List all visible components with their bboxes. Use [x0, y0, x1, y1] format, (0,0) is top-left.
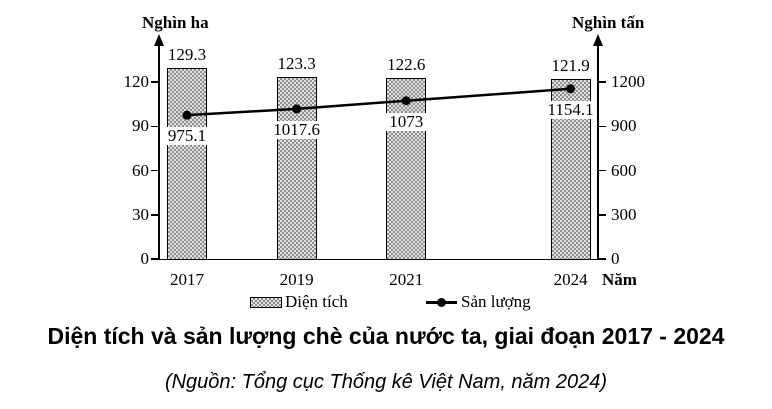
left-axis-tick — [151, 169, 159, 172]
left-axis-tick — [151, 125, 159, 127]
legend-item-area: Diện tích — [250, 292, 348, 311]
production-line — [186, 87, 571, 117]
x-tick-label: 2017 — [170, 270, 204, 289]
right-axis-tick-label: 300 — [611, 204, 637, 224]
right-axis-line — [597, 44, 599, 259]
left-axis-tick — [151, 214, 159, 216]
x-tick-label: 2019 — [279, 270, 314, 289]
line-point-label: 1017.6 — [270, 120, 323, 139]
left-axis-title: Nghìn ha — [142, 13, 209, 32]
left-axis-tick-label: 0 — [140, 249, 150, 268]
right-axis-title: Nghìn tấn — [572, 13, 645, 32]
left-axis-tick — [151, 81, 159, 83]
left-axis-arrow-icon — [154, 34, 164, 46]
left-axis-tick-label: 90 — [132, 116, 149, 136]
x-tick-label: 2021 — [389, 270, 424, 289]
legend-item-production: Sản lượng — [426, 292, 531, 311]
left-axis-tick-label: 30 — [132, 204, 149, 224]
right-axis-arrow-icon — [593, 34, 603, 46]
area-bar — [276, 77, 317, 260]
bar-value-label: 121.9 — [551, 56, 590, 76]
right-axis-tick — [598, 258, 606, 260]
x-tick-label: 2024 — [553, 270, 588, 289]
right-axis-tick — [598, 81, 606, 83]
right-axis-tick-label: 1200 — [611, 72, 645, 91]
area-bar — [386, 78, 427, 260]
line-point-label: 1073 — [386, 112, 427, 131]
bar-value-label: 122.6 — [387, 55, 426, 75]
chart-plot-area: Nghìn ha Nghìn tấn Năm 0 30 60 90 120 0 300 600… — [123, 13, 646, 289]
right-axis-tick — [598, 214, 606, 216]
chart-caption: Diện tích và sản lượng chè của nước ta, … — [47, 323, 725, 349]
bar-swatch-icon — [250, 296, 282, 308]
x-axis-line — [158, 258, 599, 260]
left-axis-line — [158, 44, 160, 259]
line-dot-icon — [426, 297, 457, 308]
bar-value-label: 129.3 — [167, 45, 207, 65]
legend-label-area: Diện tích — [285, 292, 348, 311]
right-axis-tick-label: 600 — [611, 160, 637, 180]
left-axis-tick-label: 60 — [132, 160, 149, 180]
line-point-label: 1154.1 — [544, 100, 597, 119]
chart-source: (Nguồn: Tổng cục Thống kê Việt Nam, năm … — [164, 371, 608, 393]
right-axis-tick-label: 0 — [611, 249, 620, 268]
area-bar — [167, 68, 207, 260]
right-axis-tick — [598, 125, 606, 127]
line-point-label: 975.1 — [164, 127, 210, 146]
bar-value-label: 123.3 — [277, 54, 316, 74]
right-axis-tick-label: 900 — [611, 116, 637, 136]
left-axis-tick — [151, 258, 159, 260]
left-axis-tick-label: 120 — [123, 72, 150, 91]
legend-label-production: Sản lượng — [461, 292, 531, 311]
right-axis-tick — [598, 169, 606, 172]
x-axis-title: Năm — [602, 270, 637, 289]
